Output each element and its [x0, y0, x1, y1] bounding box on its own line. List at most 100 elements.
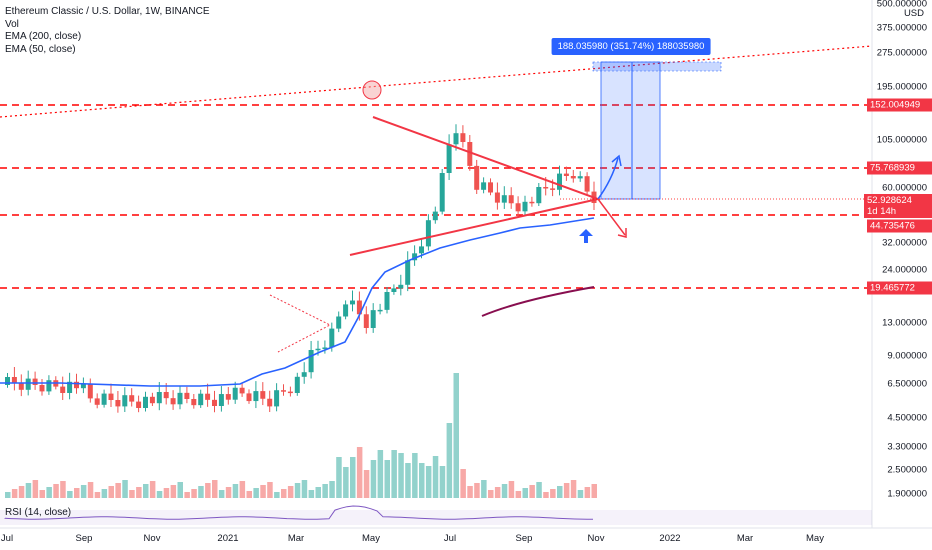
candle-body — [419, 246, 424, 254]
volume-bar — [584, 487, 591, 498]
volume-bar — [350, 457, 356, 498]
candle-body — [343, 304, 349, 317]
candle-body — [74, 381, 79, 389]
volume-bar — [501, 484, 508, 498]
candle-body — [522, 201, 528, 212]
candle-body — [108, 393, 114, 400]
candle-body — [225, 394, 231, 400]
volume-bar — [543, 492, 549, 498]
volume-bar — [122, 480, 128, 498]
rsi-band — [0, 510, 872, 525]
volume-bar — [550, 489, 556, 498]
volume-bar — [356, 447, 363, 498]
volume-bar — [129, 490, 135, 498]
price-tick-label: 6.500000 — [887, 378, 927, 390]
volume-bar — [336, 457, 342, 498]
volume-bar — [205, 483, 211, 498]
candle-body — [322, 347, 328, 349]
price-tick-label: 1.900000 — [887, 488, 927, 500]
candle-body — [18, 383, 24, 390]
ema50-line — [0, 217, 595, 387]
time-tick-label: Mar — [287, 533, 305, 544]
volume-bar — [184, 492, 190, 498]
candle-body — [39, 385, 45, 392]
candle-body — [377, 309, 383, 312]
volume-bar — [232, 484, 239, 498]
price-tick-label: 375.000000 — [876, 22, 927, 34]
volume-bar — [398, 453, 404, 498]
volume-bar — [405, 463, 411, 498]
candle-body — [177, 392, 183, 405]
ema200-line — [481, 286, 595, 317]
candle-body — [129, 395, 135, 402]
price-tick-label: 105.000000 — [876, 134, 927, 146]
volume-bar — [136, 487, 142, 498]
volume-bar — [557, 486, 563, 498]
volume-bar — [412, 453, 418, 498]
volume-bar — [322, 484, 328, 498]
candle-body — [536, 187, 542, 204]
candle-body — [446, 144, 452, 173]
price-axis-unit: USD — [903, 8, 924, 19]
volume-bar — [18, 486, 25, 498]
candle-body — [239, 387, 245, 394]
candle-body — [67, 381, 73, 393]
volume-bar — [101, 489, 108, 498]
time-tick-label: Sep — [515, 533, 533, 544]
price-tick-label: 9.000000 — [887, 350, 927, 362]
candle-body — [136, 401, 142, 408]
volume-bar — [108, 486, 114, 498]
candle-body — [460, 133, 466, 142]
volume-bar — [191, 489, 197, 498]
candle-body — [501, 195, 507, 203]
candle-body — [274, 390, 280, 407]
candle-body — [212, 399, 217, 406]
volume-bar — [46, 487, 52, 498]
candle-body — [543, 187, 549, 189]
candle-body — [329, 328, 335, 348]
candle-body — [5, 377, 10, 385]
volume-bar — [591, 484, 597, 498]
volume-bar — [87, 482, 94, 498]
volume-bar — [563, 483, 570, 498]
volume-bar — [508, 481, 515, 498]
volume-bar — [315, 487, 321, 498]
candle-body — [529, 201, 535, 204]
volume-bar — [488, 490, 494, 498]
volume-bar — [391, 450, 397, 498]
volume-bar — [267, 482, 273, 498]
candle-body — [260, 391, 266, 399]
candle-body — [11, 377, 17, 384]
volume-bar — [253, 488, 259, 498]
candle-body — [488, 182, 493, 193]
rsi-line — [4, 505, 593, 520]
volume-bar — [239, 481, 246, 498]
time-tick-label: Jul — [443, 533, 457, 544]
chart-title: Ethereum Classic / U.S. Dollar, 1W, BINA… — [5, 6, 210, 17]
volume-bar — [25, 483, 32, 498]
candle-body — [356, 300, 362, 315]
volume-bar — [212, 480, 218, 498]
candle-body — [315, 348, 321, 351]
price-tick-label: 32.000000 — [882, 237, 927, 249]
candle-body — [336, 316, 342, 329]
candle-body — [32, 378, 38, 385]
candle-body — [350, 300, 355, 305]
price-tick-label: 13.000000 — [882, 317, 927, 329]
candle-body — [163, 392, 169, 399]
up-arrow-head — [611, 154, 622, 167]
candle-body — [149, 396, 155, 404]
chart-legend: Ethereum Classic / U.S. Dollar, 1W, BINA… — [5, 6, 210, 56]
candle-body — [515, 203, 521, 212]
candle-body — [246, 393, 252, 402]
volume-bar — [260, 485, 266, 498]
candle-body — [384, 292, 390, 310]
volume-bar — [5, 492, 11, 498]
buy-signal-arrow — [579, 229, 593, 243]
volume-bar — [536, 482, 542, 498]
candle-body — [577, 176, 583, 179]
candle-body — [557, 173, 562, 190]
level-tag-44: 44.735476 — [867, 219, 932, 233]
time-tick-label: 2021 — [217, 533, 239, 544]
